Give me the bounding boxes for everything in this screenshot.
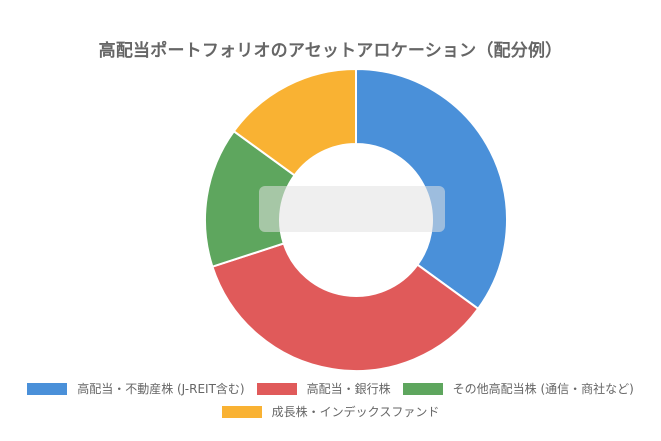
chart-title: 高配当ポートフォリオのアセットアロケーション（配分例） — [98, 41, 563, 61]
legend-item-bank[interactable]: 高配当・銀行株 — [256, 380, 391, 397]
legend-item-other[interactable]: その他高配当株 (通信・商社など) — [402, 380, 634, 397]
legend-row-2: 成長株・インデックスファンド — [0, 403, 661, 420]
legend-label: その他高配当株 (通信・商社など) — [452, 382, 634, 396]
legend-label: 成長株・インデックスファンド — [271, 405, 440, 419]
legend-swatch — [256, 382, 297, 395]
legend-swatch — [402, 382, 443, 395]
legend-label: 高配当・銀行株 — [306, 382, 391, 396]
slice-bank[interactable] — [211, 242, 480, 372]
slice-growth[interactable] — [232, 67, 357, 177]
watermark-overlay — [259, 186, 445, 232]
legend-swatch — [27, 382, 68, 395]
legend-item-real-estate[interactable]: 高配当・不動産株 (J-REIT含む) — [27, 380, 245, 397]
legend-row-1: 高配当・不動産株 (J-REIT含む) 高配当・銀行株 その他高配当株 (通信・… — [0, 380, 661, 397]
donut-slices — [204, 67, 508, 372]
legend-item-growth[interactable]: 成長株・インデックスファンド — [221, 403, 440, 420]
legend-swatch — [221, 405, 262, 418]
legend-label: 高配当・不動産株 (J-REIT含む) — [77, 382, 245, 396]
